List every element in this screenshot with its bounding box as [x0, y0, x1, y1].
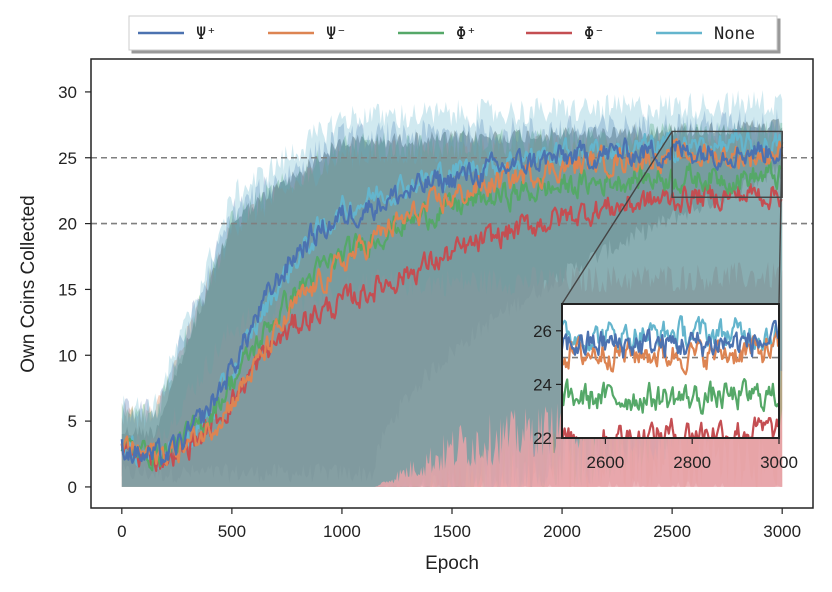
y-tick-label: 0	[68, 478, 77, 497]
inset-series-line-1	[562, 330, 779, 376]
inset-series-line-0	[562, 319, 779, 359]
inset-background	[562, 304, 779, 438]
legend-label-2: Φ⁺	[456, 24, 476, 44]
x-tick-label: 0	[117, 522, 126, 541]
inset-y-tick-label: 24	[533, 375, 552, 394]
inset-y-tick-label: 22	[533, 429, 552, 448]
x-tick-label: 2500	[653, 522, 691, 541]
inset-x-tick-label: 2600	[586, 453, 624, 472]
inset-zoom-connectors	[561, 130, 783, 305]
y-tick-label: 25	[58, 149, 77, 168]
y-tick-label: 20	[58, 215, 77, 234]
y-axis-label: Own Coins Collected	[18, 195, 39, 372]
y-tick-label: 5	[68, 412, 77, 431]
x-tick-label: 2000	[543, 522, 581, 541]
inset-content	[562, 315, 779, 438]
band-red-floor	[374, 375, 783, 487]
zoom-connector-right	[778, 131, 783, 305]
x-axis-label: Epoch	[425, 553, 479, 574]
x-tick-label: 1500	[433, 522, 471, 541]
axis-ticks: 0 500 1000 1500 2000 2500 3000 0 5 10 15 20 25 30	[58, 83, 801, 541]
x-tick-label: 1000	[323, 522, 361, 541]
x-tick-label: 500	[218, 522, 246, 541]
inset-plot: 2600 2800 3000 22 24 26	[533, 303, 798, 472]
inset-series-line-2	[562, 378, 779, 415]
x-tick-label: 3000	[763, 522, 801, 541]
legend-label-0: Ψ⁺	[196, 24, 216, 44]
legend-label-3: Φ⁻	[584, 24, 604, 44]
zoom-connector-left	[561, 131, 673, 305]
inset-y-tick-label: 26	[533, 322, 552, 341]
y-tick-label: 10	[58, 346, 77, 365]
inset-frame	[561, 303, 780, 439]
y-tick-label: 30	[58, 83, 77, 102]
y-tick-label: 15	[58, 280, 77, 299]
inset-x-tick-label: 2800	[673, 453, 711, 472]
legend: Ψ⁺ Ψ⁻ Φ⁺ Φ⁻ None	[128, 15, 778, 51]
inset-series-line-3	[562, 416, 779, 438]
legend-label-1: Ψ⁻	[326, 24, 346, 44]
inset-x-tick-label: 3000	[760, 453, 798, 472]
legend-label-4: None	[714, 24, 755, 44]
